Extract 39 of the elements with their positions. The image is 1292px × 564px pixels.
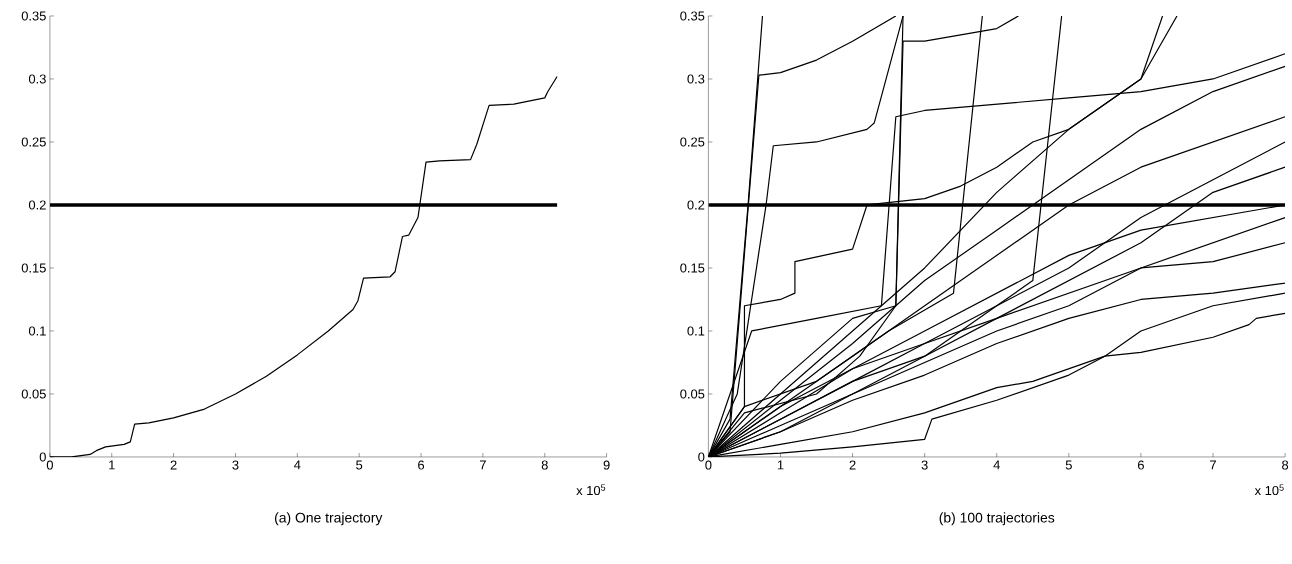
y-tick-label: 0.3 <box>28 74 46 84</box>
y-tick-label: 0.35 <box>680 11 705 21</box>
x-tick-label: 4 <box>294 460 301 470</box>
y-tick-label: 0.1 <box>28 326 46 336</box>
x-tick-label: 9 <box>603 460 610 470</box>
x-tick-label: 6 <box>1137 460 1144 470</box>
x-tick-label: 5 <box>356 460 363 470</box>
x-tick-label: 0 <box>46 460 53 470</box>
x-tick-label: 6 <box>418 460 425 470</box>
y-tick-label: 0.25 <box>680 137 705 147</box>
x-tick-label: 4 <box>993 460 1000 470</box>
x-tick-label: 7 <box>1210 460 1216 470</box>
x-tick-label: 8 <box>541 460 548 470</box>
text: (a) One trajectory <box>274 512 383 526</box>
x-tick-label: 7 <box>479 460 486 470</box>
x-tick-label: 0 <box>705 460 712 470</box>
y-tick-label: 0.35 <box>21 11 46 21</box>
x-tick-label: 1 <box>109 460 115 470</box>
y-tick-label: 0.15 <box>680 263 705 273</box>
text: x 10$^{5}$ <box>1254 484 1284 496</box>
x-tick-label: 3 <box>232 460 239 470</box>
y-tick-label: 0.15 <box>21 263 46 273</box>
x-tick-label: 5 <box>1065 460 1072 470</box>
y-tick-label: 0 <box>39 452 46 462</box>
y-tick-label: 0.05 <box>21 389 46 399</box>
x-tick-label: 3 <box>921 460 928 470</box>
y-tick-label: 0.2 <box>28 200 46 210</box>
y-tick-label: 0.05 <box>680 389 705 399</box>
y-tick-label: 0.1 <box>687 326 705 336</box>
y-tick-label: 0.3 <box>687 74 705 84</box>
x-tick-label: 2 <box>849 460 856 470</box>
y-tick-label: 0.2 <box>687 200 705 210</box>
text: x 10$^{5}$ <box>576 484 606 496</box>
x-tick-label: 8 <box>1282 460 1289 470</box>
y-tick-label: 0 <box>698 452 705 462</box>
y-tick-label: 0.25 <box>21 137 46 147</box>
text: (b) 100 trajectories <box>939 512 1055 526</box>
x-tick-label: 1 <box>777 460 784 470</box>
x-tick-label: 2 <box>170 460 177 470</box>
